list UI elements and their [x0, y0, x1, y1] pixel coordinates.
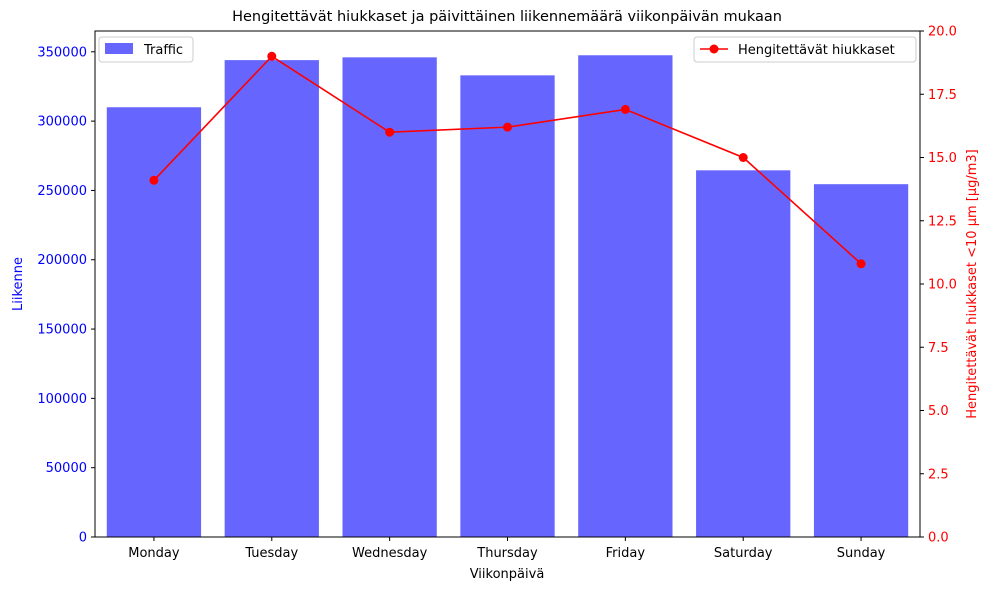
- y-left-tick-label: 200000: [37, 253, 87, 268]
- x-tick-label: Thursday: [476, 546, 538, 561]
- y-left-tick-label: 50000: [46, 461, 87, 476]
- legend-line-marker: [709, 44, 719, 54]
- bar: [224, 60, 319, 537]
- legend-bar: Traffic: [98, 36, 194, 63]
- line-point: [856, 259, 866, 269]
- bar: [460, 75, 555, 538]
- y-left-tick-label: 150000: [37, 323, 87, 338]
- bar: [813, 184, 909, 538]
- y-left-tick-label: 250000: [37, 184, 87, 199]
- line-point: [738, 153, 748, 162]
- y-left-tick-label: 300000: [37, 115, 87, 130]
- line-point: [267, 51, 277, 61]
- legend-bar-swatch: [105, 43, 133, 54]
- x-axis-label: Viikonpäivä: [470, 567, 545, 582]
- y-left-tick-label: 350000: [37, 45, 87, 60]
- x-tick-label: Tuesday: [244, 546, 298, 561]
- y-axis-right: 0.0 2.5 5.0 7.5 10.0 12.5 15.0 17.5 20.0: [920, 25, 957, 546]
- x-tick-label: Monday: [128, 546, 180, 561]
- y-right-tick-label: 12.5: [928, 214, 957, 229]
- y-axis-left: 0 50000 100000 150000 200000 250000 300000 3500…: [37, 45, 95, 546]
- y-left-tick-label: 0: [79, 531, 87, 546]
- bar-series: [106, 55, 909, 538]
- y-right-tick-label: 0.0: [928, 531, 949, 546]
- y-right-tick-label: 15.0: [928, 151, 957, 166]
- x-tick-label: Wednesday: [352, 546, 428, 561]
- y-right-tick-label: 2.5: [928, 467, 949, 482]
- y-right-tick-label: 20.0: [928, 25, 957, 40]
- y-axis-right-label: Hengitettävät hiukkaset <10 µm [µg/m3]: [965, 149, 980, 419]
- y-left-tick-label: 100000: [37, 392, 87, 407]
- y-right-tick-label: 7.5: [928, 341, 949, 356]
- bar: [696, 170, 791, 537]
- legend-line-label: Hengitettävät hiukkaset: [738, 43, 895, 58]
- legend-line-box: [693, 36, 917, 63]
- y-right-tick-label: 5.0: [928, 404, 949, 419]
- line-point: [503, 122, 512, 132]
- line-point: [620, 104, 630, 114]
- x-tick-label: Friday: [606, 546, 646, 561]
- bar: [106, 107, 202, 537]
- line-point: [149, 175, 159, 185]
- y-right-tick-label: 10.0: [928, 278, 957, 293]
- y-axis-left-label: Liikenne: [11, 257, 26, 311]
- legend-bar-label: Traffic: [143, 43, 183, 58]
- legend-line: Hengitettävät hiukkaset: [693, 36, 917, 63]
- x-axis: Monday Tuesday Wednesday Thursday Friday Satu…: [128, 537, 886, 561]
- x-tick-label: Saturday: [714, 546, 773, 561]
- bar: [578, 55, 673, 537]
- line-series: [149, 51, 866, 269]
- chart-title: Hengitettävät hiukkaset ja päivittäinen …: [232, 9, 782, 25]
- x-tick-label: Sunday: [837, 546, 886, 561]
- y-right-tick-label: 17.5: [928, 88, 957, 103]
- line-point: [385, 127, 395, 137]
- bar: [342, 57, 437, 538]
